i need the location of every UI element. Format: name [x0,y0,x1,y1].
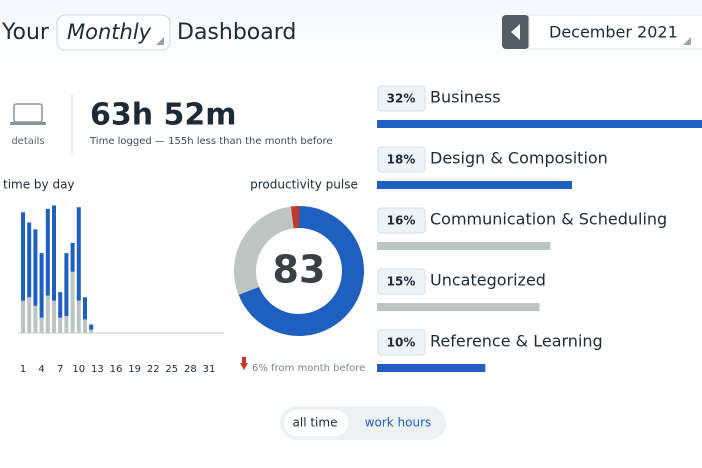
category-name: Reference & Learning [430,332,603,351]
header-suffix: Dashboard [177,20,296,45]
donut-segment [290,206,299,229]
category-bar [377,120,702,128]
date-caret [683,37,691,45]
category-bar [377,364,486,372]
date-box[interactable] [528,14,702,50]
category-bar [377,181,572,189]
x-tick-label: 22 [147,364,160,375]
x-tick-label: 13 [91,364,104,375]
pulse-score: 83 [273,248,326,292]
x-tick-label: 1 [20,364,26,375]
percent-badge [377,268,426,295]
percent-label: 32% [387,92,416,106]
day-bar [45,208,50,296]
toggle-selected [284,410,348,436]
day-bar [27,297,32,333]
chart-title: time by day [3,178,75,192]
day-bar [21,300,25,333]
percent-label: 10% [387,336,416,350]
day-bar [21,212,25,301]
x-tick-label: 31 [203,364,216,375]
day-bar [39,253,44,318]
prev-arrow [511,24,520,40]
day-bar [89,324,94,330]
x-tick-label: 7 [57,364,63,375]
donut-segment [233,206,294,295]
x-tick-label: 19 [128,364,141,375]
prev-month[interactable] [502,15,529,49]
day-bar [64,316,69,333]
date-label[interactable]: December 2021 [549,23,678,42]
dropdown-caret [156,37,164,45]
day-bar [70,271,75,333]
day-bar [83,297,87,320]
pulse-note: 6% from month before [252,363,365,374]
total-note: Time logged — 155h less than the month b… [89,136,333,147]
header-prefix: Your [1,20,50,45]
dropdown-box[interactable] [56,14,171,51]
hours-toggle: all time work hours [280,406,446,440]
day-bar [33,229,38,306]
details-label[interactable]: details [11,136,44,147]
x-tick-label: 4 [38,364,44,375]
laptop-icon [13,103,43,123]
laptop-base [10,122,46,125]
details-link[interactable]: details [10,103,46,147]
donut-hole [257,229,341,313]
day-bar [58,292,63,318]
day-bar [83,319,87,333]
percent-badge [377,85,426,112]
total-time: 63h 52m [90,98,237,133]
category-name: Design & Composition [430,149,608,168]
percent-label: 18% [387,153,416,167]
category-bar [377,242,551,250]
percent-badge [377,329,426,356]
pulse-title: productivity pulse [250,178,358,192]
day-bar [76,207,81,301]
day-bar [45,295,50,333]
x-tick-label: 28 [184,364,197,375]
x-tick-label: 16 [110,364,123,375]
day-bar [52,205,56,301]
down-arrow [240,363,248,370]
category-name: Business [430,88,501,107]
down-arrow-stem [242,357,246,364]
period-dropdown[interactable]: Monthly [56,14,171,51]
day-bar [89,329,94,333]
day-bar [64,253,69,316]
percent-label: 16% [387,214,416,228]
category-bar [377,303,540,311]
percent-badge [377,146,426,173]
day-bar [33,305,38,333]
donut-segment [238,206,364,336]
period-label[interactable]: Monthly [67,20,152,44]
x-tick-label: 25 [165,364,178,375]
category-name: Communication & Scheduling [430,210,667,229]
category-name: Uncategorized [430,271,546,290]
day-bar [58,317,63,333]
day-bar [52,300,56,333]
percent-badge [377,207,426,234]
date-picker[interactable]: December 2021 [528,14,702,50]
day-bar [70,242,75,272]
percent-label: 15% [387,275,416,289]
toggle-all-time[interactable]: all time [293,416,338,430]
day-bar [39,317,44,333]
day-bar [27,222,32,298]
x-tick-label: 10 [72,364,85,375]
toggle-work-hours[interactable]: work hours [365,416,432,430]
day-bar [76,300,81,333]
